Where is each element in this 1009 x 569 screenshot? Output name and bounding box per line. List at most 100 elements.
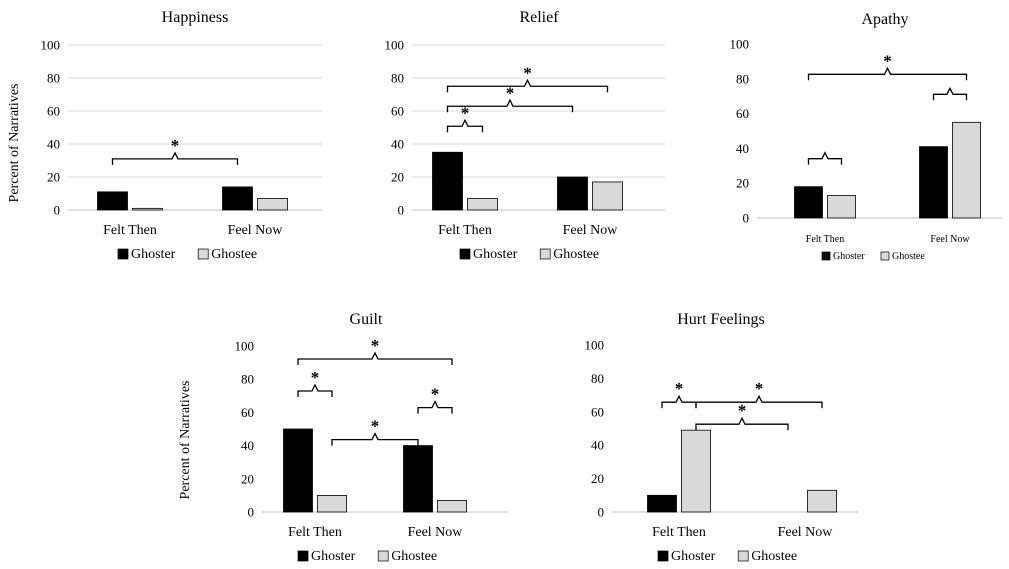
legend-label-ghostee: Ghostee	[892, 251, 925, 262]
significance-star: *	[171, 136, 180, 155]
significance-bracket	[331, 432, 419, 446]
significance-star: *	[755, 379, 764, 398]
y-tick-label: 100	[385, 38, 405, 53]
significance-star: *	[738, 401, 747, 420]
legend-label-ghostee: Ghostee	[751, 549, 797, 564]
legend-swatch-ghoster	[459, 248, 471, 260]
legend-swatch-ghostee	[377, 550, 389, 562]
bar-ghostee-feel-now	[952, 121, 981, 219]
legend-swatch-ghostee	[197, 248, 209, 260]
y-axis-label-top: Percent of Narratives	[7, 84, 22, 203]
x-category-label: Feel Now	[563, 223, 619, 238]
y-tick-label: 40	[241, 438, 254, 453]
y-tick-label: 80	[47, 71, 60, 86]
bar-ghostee-felt-then	[467, 198, 498, 211]
y-tick-label: 40	[47, 137, 60, 152]
significance-star: *	[431, 385, 440, 404]
chart-panel-relief: Relief 0 20 40 60 80 100 Felt Then Feel Now Ghost…	[385, 9, 665, 262]
y-tick-label: 20	[736, 176, 749, 191]
legend-label-ghostee: Ghostee	[553, 247, 599, 262]
bar-ghostee-feel-now	[437, 499, 467, 513]
significance-star: *	[523, 63, 532, 82]
x-category-label: Feel Now	[228, 223, 284, 238]
y-tick-label: 0	[598, 505, 605, 520]
bar-ghoster-felt-then	[432, 151, 463, 211]
bar-ghostee-felt-then	[317, 494, 347, 513]
x-category-label: Feel Now	[408, 525, 464, 540]
y-tick-label: 20	[47, 170, 60, 185]
x-category-label: Felt Then	[806, 234, 844, 245]
significance-star: *	[506, 83, 515, 102]
bar-ghostee-feel-now	[257, 198, 288, 211]
y-tick-label: 80	[736, 71, 749, 86]
chart-title: Apathy	[861, 11, 908, 28]
bar-ghoster-feel-now	[557, 176, 588, 211]
legend-label-ghoster: Ghoster	[833, 251, 865, 262]
legend-swatch-ghostee	[737, 550, 749, 562]
chart-title: Guilt	[350, 311, 383, 328]
y-tick-label: 60	[736, 106, 749, 121]
legend-swatch-ghoster	[297, 550, 309, 562]
y-tick-label: 100	[585, 338, 605, 353]
significance-star: *	[883, 51, 892, 70]
legend-label-ghoster: Ghoster	[311, 549, 356, 564]
y-tick-label: 80	[591, 371, 604, 386]
bar-ghoster-feel-now	[222, 186, 253, 211]
significance-bracket	[446, 98, 574, 113]
y-axis-label-text: Percent of Narratives	[178, 381, 193, 500]
legend-swatch-ghoster	[657, 550, 669, 562]
significance-star: *	[461, 103, 470, 122]
y-tick-label: 60	[591, 404, 604, 419]
legend-swatch-ghoster	[117, 248, 129, 260]
x-category-label: Feel Now	[778, 525, 834, 540]
y-axis-label-bottom: Percent of Narratives	[178, 381, 193, 500]
significance-bracket	[417, 400, 453, 414]
y-tick-label: 100	[41, 38, 61, 53]
bar-ghoster-felt-then	[647, 494, 677, 513]
y-tick-label: 20	[591, 471, 604, 486]
bar-ghoster-felt-then	[794, 186, 823, 219]
y-tick-label: 80	[241, 372, 254, 387]
significance-star: *	[311, 368, 320, 387]
y-tick-label: 100	[235, 339, 255, 354]
bar-ghoster-feel-now	[403, 445, 433, 513]
significance-star: *	[675, 379, 684, 398]
bar-ghoster-feel-now	[919, 146, 948, 219]
y-axis-label-text: Percent of Narratives	[7, 84, 22, 203]
legend-label-ghoster: Ghoster	[131, 247, 176, 262]
y-tick-label: 20	[391, 170, 404, 185]
bar-ghostee-feel-now	[807, 489, 837, 513]
chart-panel-apathy: Apathy 0 20 40 60 80 100 Felt Then Feel Now Ghost…	[730, 11, 1002, 262]
y-tick-label: 0	[398, 203, 405, 218]
chart-panel-guilt: Guilt 0 20 40 60 80 100 Felt Then Feel Now Ghoste…	[235, 311, 508, 564]
legend-swatch-ghostee	[880, 251, 890, 261]
bar-ghostee-feel-now	[592, 181, 623, 211]
y-tick-label: 20	[241, 471, 254, 486]
significance-bracket	[446, 118, 484, 133]
significance-bracket	[446, 78, 609, 93]
y-tick-label: 40	[736, 141, 749, 156]
significance-bracket	[297, 383, 333, 397]
y-tick-label: 100	[730, 37, 750, 52]
significance-bracket	[111, 151, 239, 165]
significance-star: *	[371, 417, 380, 436]
y-tick-label: 40	[591, 438, 604, 453]
legend-label-ghostee: Ghostee	[391, 549, 437, 564]
x-category-label: Felt Then	[438, 223, 492, 238]
x-category-label: Felt Then	[652, 525, 706, 540]
y-tick-label: 40	[391, 137, 404, 152]
y-tick-label: 60	[241, 405, 254, 420]
y-tick-label: 60	[391, 104, 404, 119]
x-category-label: Felt Then	[103, 223, 157, 238]
x-category-label: Felt Then	[288, 525, 342, 540]
legend-label-ghostee: Ghostee	[211, 247, 257, 262]
significance-bracket	[695, 394, 823, 409]
legend-label-ghoster: Ghoster	[671, 549, 716, 564]
y-tick-label: 0	[743, 211, 750, 226]
bar-ghoster-felt-then	[97, 191, 128, 211]
y-tick-label: 60	[47, 104, 60, 119]
bar-ghostee-felt-then	[681, 429, 711, 513]
y-tick-label: 0	[54, 203, 61, 218]
significance-bracket	[807, 66, 968, 81]
